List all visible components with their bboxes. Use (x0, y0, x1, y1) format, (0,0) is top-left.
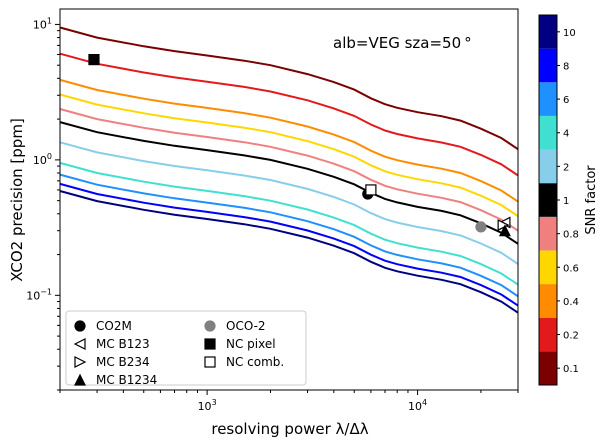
legend-marker (204, 356, 216, 368)
curve-snr-0-2 (59, 52, 519, 177)
snr-curves (59, 26, 519, 314)
colorbar-swatch (539, 183, 557, 217)
legend-label: OCO-2 (226, 319, 266, 333)
curve-snr-0-4 (59, 78, 519, 203)
x-axis-label: resolving power λ/Δλ (211, 420, 368, 438)
curve-snr-10 (59, 190, 519, 314)
point-nc-comb- (365, 184, 377, 196)
y-axis-label: XCO2 precision [ppm] (8, 118, 26, 282)
colorbar-swatch (539, 317, 557, 352)
instrument-points (88, 54, 511, 237)
plot-frame (59, 8, 519, 391)
legend-marker (74, 320, 86, 332)
curve-snr-0-8 (59, 108, 519, 232)
legend-label: NC comb. (226, 355, 284, 369)
curve-snr-0-1 (59, 26, 519, 151)
colorbar-swatch (539, 216, 557, 251)
point-nc-pixel (88, 54, 100, 66)
legend-marker (73, 338, 86, 350)
point-mc-b1234 (498, 224, 511, 237)
legend-marker (204, 320, 216, 332)
legend-marker (74, 373, 86, 386)
y-tick-label: 101 (33, 16, 52, 31)
colorbar-swatch (539, 48, 557, 83)
curve-snr-2 (59, 141, 519, 265)
x-tick-label: 103 (198, 398, 217, 413)
colorbar-tick-label: 4 (563, 129, 569, 140)
colorbar-swatch (539, 82, 557, 116)
x-tick-label: 104 (408, 398, 427, 413)
point-mc-b234 (497, 219, 510, 232)
curve-snr-4 (59, 161, 519, 286)
colorbar-frame (538, 14, 558, 386)
colorbar-tick-label: 10 (563, 28, 576, 39)
curve-snr-1 (59, 121, 519, 245)
legend-label: MC B1234 (96, 373, 157, 387)
colorbar-swatch (539, 115, 557, 150)
y-tick-label: 10−1 (26, 287, 52, 302)
legend-label: NC pixel (226, 337, 276, 351)
colorbar-tick-label: 0.4 (563, 297, 579, 308)
colorbar-tick-label: 0.8 (563, 230, 579, 241)
curve-snr-8 (59, 182, 519, 307)
legend: CO2M MC B123 MC B234 MC B1234 OCO-2 NC pixel N… (65, 310, 307, 387)
colorbar-tick-label: 6 (563, 95, 569, 106)
colorbar-swatch (539, 250, 557, 285)
colorbar-swatch (539, 351, 557, 385)
colorbar-swatch (539, 284, 557, 318)
colorbar: 0.1 0.2 0.4 0.6 0.8 1 2 4 6 8 10 (538, 14, 579, 386)
colorbar-tick-label: 0.1 (563, 364, 579, 375)
legend-label: MC B123 (96, 337, 150, 351)
point-oco-2 (475, 221, 487, 233)
legend-marker (204, 338, 216, 350)
legend-box (65, 310, 307, 386)
legend-label: CO2M (96, 319, 132, 333)
chart-annotation: alb=VEG sza=50 ° (333, 34, 472, 52)
colorbar-tick-label: 1 (563, 196, 569, 207)
legend-marker (74, 356, 87, 368)
colorbar-label: SNR factor (584, 165, 599, 235)
axis-ticks: 103 104 10−1 100 101 (26, 16, 519, 413)
curve-snr-6 (59, 173, 519, 298)
colorbar-swatch (539, 149, 557, 184)
colorbar-tick-label: 0.6 (563, 263, 579, 274)
colorbar-swatch (539, 15, 557, 49)
colorbar-tick-label: 8 (563, 61, 569, 72)
curve-snr-0-6 (59, 93, 519, 218)
y-tick-label: 100 (33, 152, 52, 167)
colorbar-tick-label: 0.2 (563, 331, 579, 342)
legend-label: MC B234 (96, 355, 150, 369)
colorbar-tick-label: 2 (563, 162, 569, 173)
